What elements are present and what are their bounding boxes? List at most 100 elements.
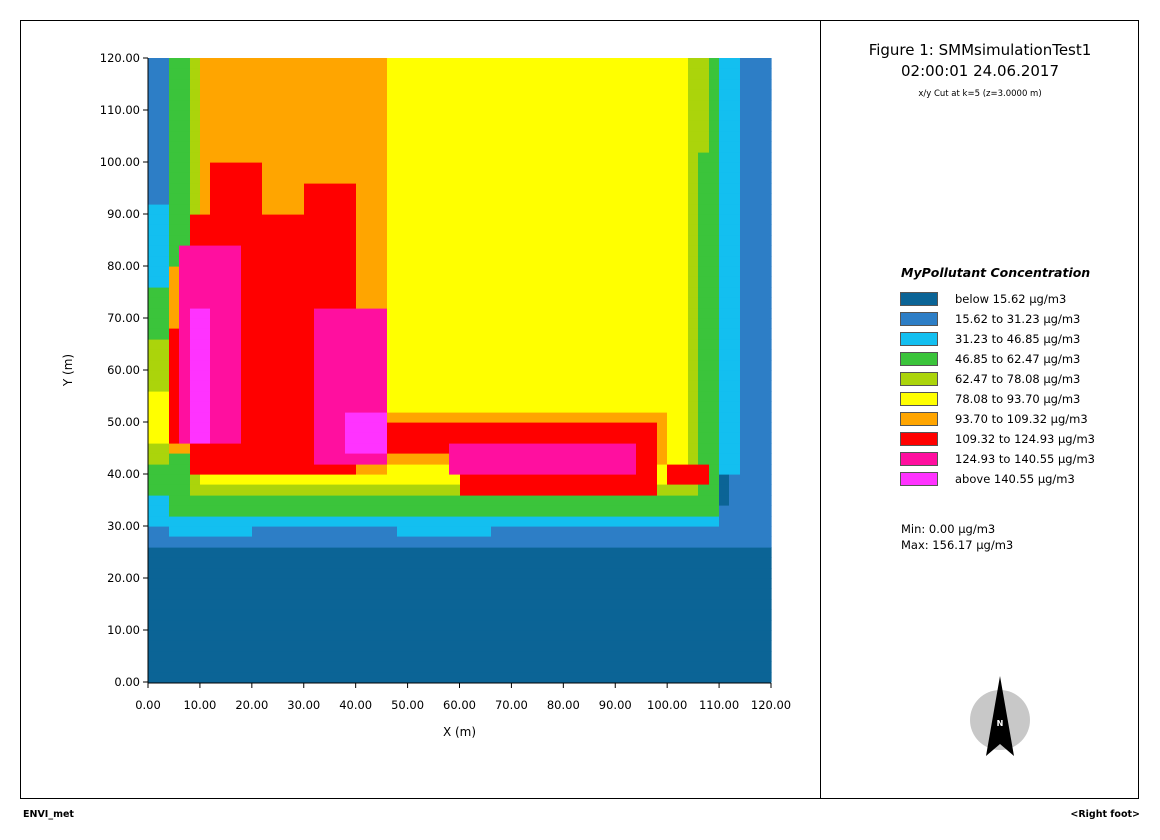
heatmap-cell bbox=[428, 443, 440, 454]
heatmap-cell bbox=[179, 609, 191, 621]
heatmap-cell bbox=[428, 162, 440, 173]
heatmap-cell bbox=[678, 183, 689, 194]
heatmap-cell bbox=[283, 266, 294, 277]
heatmap-cell bbox=[283, 68, 294, 80]
heatmap-cell bbox=[241, 464, 253, 475]
heatmap-cell bbox=[740, 110, 751, 121]
heatmap-cell bbox=[304, 120, 315, 132]
heatmap-cell bbox=[210, 422, 222, 433]
heatmap-cell bbox=[366, 568, 377, 579]
heatmap-cell bbox=[605, 547, 616, 558]
heatmap-cell bbox=[158, 110, 170, 121]
heatmap-cell bbox=[252, 640, 263, 652]
heatmap-cell bbox=[574, 516, 585, 527]
heatmap-cell bbox=[678, 526, 689, 537]
heatmap-cell bbox=[325, 89, 336, 101]
heatmap-cell bbox=[252, 266, 263, 277]
heatmap-cell bbox=[511, 380, 523, 392]
heatmap-cell bbox=[210, 672, 222, 683]
heatmap-cell bbox=[179, 68, 191, 80]
heatmap-cell bbox=[480, 120, 492, 132]
heatmap-cell bbox=[148, 245, 159, 257]
heatmap-cell bbox=[605, 183, 616, 194]
heatmap-cell bbox=[428, 245, 440, 257]
heatmap-cell bbox=[273, 89, 284, 101]
heatmap-cell bbox=[366, 432, 377, 444]
heatmap-cell bbox=[522, 484, 533, 496]
heatmap-cell bbox=[584, 672, 595, 683]
heatmap-cell bbox=[678, 100, 689, 111]
heatmap-cell bbox=[522, 276, 533, 288]
heatmap-cell bbox=[667, 235, 679, 246]
heatmap-cell bbox=[678, 360, 689, 371]
heatmap-cell bbox=[304, 152, 315, 163]
heatmap-cell bbox=[698, 672, 710, 683]
heatmap-cell bbox=[231, 79, 242, 90]
heatmap-cell bbox=[356, 380, 367, 392]
heatmap-cell bbox=[460, 339, 471, 350]
heatmap-cell bbox=[729, 172, 741, 184]
heatmap-cell bbox=[158, 162, 170, 173]
heatmap-cell bbox=[439, 536, 450, 548]
heatmap-cell bbox=[221, 100, 232, 111]
heatmap-cell bbox=[584, 651, 595, 662]
heatmap-cell bbox=[428, 204, 440, 215]
heatmap-cell bbox=[262, 672, 274, 683]
heatmap-cell bbox=[293, 235, 305, 246]
heatmap-cell bbox=[387, 651, 398, 662]
heatmap-cell bbox=[449, 193, 461, 205]
heatmap-cell bbox=[626, 432, 637, 444]
heatmap-cell bbox=[750, 661, 762, 673]
heatmap-cell bbox=[376, 287, 388, 298]
heatmap-cell bbox=[719, 672, 730, 683]
heatmap-cell bbox=[460, 651, 471, 662]
heatmap-cell bbox=[709, 235, 720, 246]
heatmap-cell bbox=[356, 349, 367, 361]
heatmap-cell bbox=[304, 516, 315, 527]
heatmap-cell bbox=[428, 526, 440, 537]
heatmap-cell bbox=[460, 401, 471, 413]
heatmap-cell bbox=[190, 599, 201, 610]
heatmap-cell bbox=[678, 152, 689, 163]
heatmap-cell bbox=[221, 568, 232, 579]
heatmap-cell bbox=[678, 172, 689, 184]
heatmap-cell bbox=[325, 328, 336, 340]
heatmap-cell bbox=[387, 391, 398, 402]
heatmap-cell bbox=[335, 453, 346, 465]
heatmap-cell bbox=[522, 89, 533, 101]
heatmap-cell bbox=[750, 547, 762, 558]
heatmap-cell bbox=[574, 141, 585, 153]
heatmap-cell bbox=[460, 661, 471, 673]
heatmap-cell bbox=[283, 620, 294, 631]
heatmap-cell bbox=[511, 131, 523, 142]
heatmap-cell bbox=[148, 68, 159, 80]
heatmap-cell bbox=[543, 162, 554, 173]
heatmap-cell bbox=[252, 141, 263, 153]
heatmap-cell bbox=[511, 360, 523, 371]
heatmap-cell bbox=[408, 432, 419, 444]
heatmap-cell bbox=[366, 505, 377, 517]
heatmap-cell bbox=[252, 287, 263, 298]
heatmap-cell bbox=[210, 360, 222, 371]
heatmap-cell bbox=[719, 588, 730, 600]
heatmap-cell bbox=[169, 214, 180, 225]
heatmap-cell bbox=[356, 464, 367, 475]
heatmap-cell bbox=[532, 79, 544, 90]
heatmap-cell bbox=[729, 526, 741, 537]
heatmap-cell bbox=[729, 651, 741, 662]
heatmap-cell bbox=[179, 287, 191, 298]
heatmap-cell bbox=[532, 640, 544, 652]
heatmap-cell bbox=[428, 58, 440, 69]
heatmap-cell bbox=[283, 609, 294, 621]
heatmap-cell bbox=[366, 235, 377, 246]
heatmap-cell bbox=[761, 256, 772, 267]
heatmap-cell bbox=[387, 516, 398, 527]
heatmap-cell bbox=[563, 256, 575, 267]
heatmap-cell bbox=[273, 318, 284, 329]
heatmap-cell bbox=[688, 516, 699, 527]
heatmap-cell bbox=[501, 370, 512, 381]
heatmap-cell bbox=[750, 609, 762, 621]
heatmap-cell bbox=[678, 141, 689, 153]
heatmap-cell bbox=[605, 308, 616, 319]
heatmap-cell bbox=[200, 224, 211, 236]
